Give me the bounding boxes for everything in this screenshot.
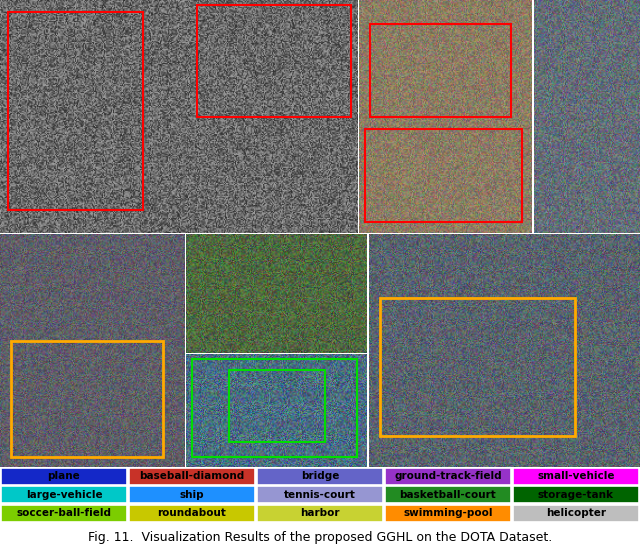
FancyBboxPatch shape — [129, 486, 255, 503]
FancyBboxPatch shape — [513, 468, 639, 485]
Bar — [359, 0, 532, 233]
Text: soccer-ball-field: soccer-ball-field — [17, 508, 111, 518]
FancyBboxPatch shape — [129, 505, 255, 522]
Text: plane: plane — [47, 471, 81, 481]
Text: small-vehicle: small-vehicle — [537, 471, 615, 481]
Text: harbor: harbor — [300, 508, 340, 518]
FancyBboxPatch shape — [129, 468, 255, 485]
Text: storage-tank: storage-tank — [538, 490, 614, 500]
Text: Fig. 11.  Visualization Results of the proposed GGHL on the DOTA Dataset.: Fig. 11. Visualization Results of the pr… — [88, 531, 552, 544]
Text: helicopter: helicopter — [546, 508, 606, 518]
Text: baseball-diamond: baseball-diamond — [140, 471, 244, 481]
FancyBboxPatch shape — [385, 486, 511, 503]
Bar — [534, 0, 640, 233]
FancyBboxPatch shape — [385, 468, 511, 485]
FancyBboxPatch shape — [1, 505, 127, 522]
Text: tennis-court: tennis-court — [284, 490, 356, 500]
FancyBboxPatch shape — [257, 505, 383, 522]
FancyBboxPatch shape — [1, 486, 127, 503]
FancyBboxPatch shape — [257, 486, 383, 503]
Text: ship: ship — [180, 490, 204, 500]
Bar — [0, 0, 357, 233]
Text: swimming-pool: swimming-pool — [403, 508, 493, 518]
FancyBboxPatch shape — [257, 468, 383, 485]
Text: roundabout: roundabout — [157, 508, 227, 518]
Text: ground-track-field: ground-track-field — [394, 471, 502, 481]
Text: bridge: bridge — [301, 471, 339, 481]
FancyBboxPatch shape — [513, 505, 639, 522]
FancyBboxPatch shape — [513, 486, 639, 503]
FancyBboxPatch shape — [1, 468, 127, 485]
FancyBboxPatch shape — [385, 505, 511, 522]
Text: basketball-court: basketball-court — [399, 490, 497, 500]
Text: large-vehicle: large-vehicle — [26, 490, 102, 500]
